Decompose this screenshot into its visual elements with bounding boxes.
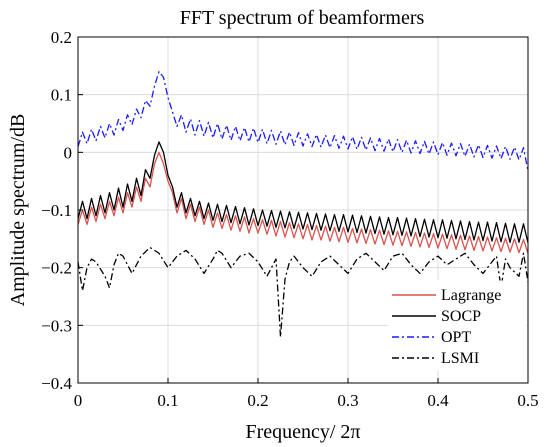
chart-title: FFT spectrum of beamformers xyxy=(180,7,425,29)
series-line-opt xyxy=(77,70,529,171)
legend-label-socp: SOCP xyxy=(441,308,481,325)
y-tick-label: 0.1 xyxy=(51,86,72,105)
x-tick-label: 0.2 xyxy=(247,391,268,410)
y-ticks: −0.4 −0.3 −0.2 −0.1 0 0.1 0.2 xyxy=(41,28,83,393)
x-axis-label: Frequency/ 2π xyxy=(245,421,360,443)
legend-label-lagrange: Lagrange xyxy=(441,287,501,304)
legend-label-opt: OPT xyxy=(441,329,471,346)
legend: Lagrange SOCP OPT LSMI xyxy=(387,280,527,371)
x-ticks: 0 0.1 0.2 0.3 0.4 0.5 xyxy=(74,378,539,410)
legend-label-lsmi: LSMI xyxy=(441,350,479,367)
x-tick-label: 0 xyxy=(74,391,83,410)
series-line-socp xyxy=(77,141,529,244)
y-tick-label: −0.4 xyxy=(41,374,72,393)
y-tick-label: 0 xyxy=(64,143,73,162)
x-tick-label: 0.1 xyxy=(157,391,178,410)
series-group xyxy=(77,70,529,338)
legend-box xyxy=(387,280,527,371)
series-line-lsmi xyxy=(77,246,529,338)
x-tick-label: 0.4 xyxy=(427,391,449,410)
y-tick-label: −0.1 xyxy=(41,201,72,220)
y-axis-label: Amplitude spectrum/dB xyxy=(7,114,29,307)
x-tick-label: 0.3 xyxy=(337,391,358,410)
y-tick-label: −0.2 xyxy=(41,259,72,278)
series-line-lagrange xyxy=(77,151,529,254)
y-tick-label: −0.3 xyxy=(41,316,72,335)
x-tick-label: 0.5 xyxy=(517,391,538,410)
y-tick-label: 0.2 xyxy=(51,28,72,47)
